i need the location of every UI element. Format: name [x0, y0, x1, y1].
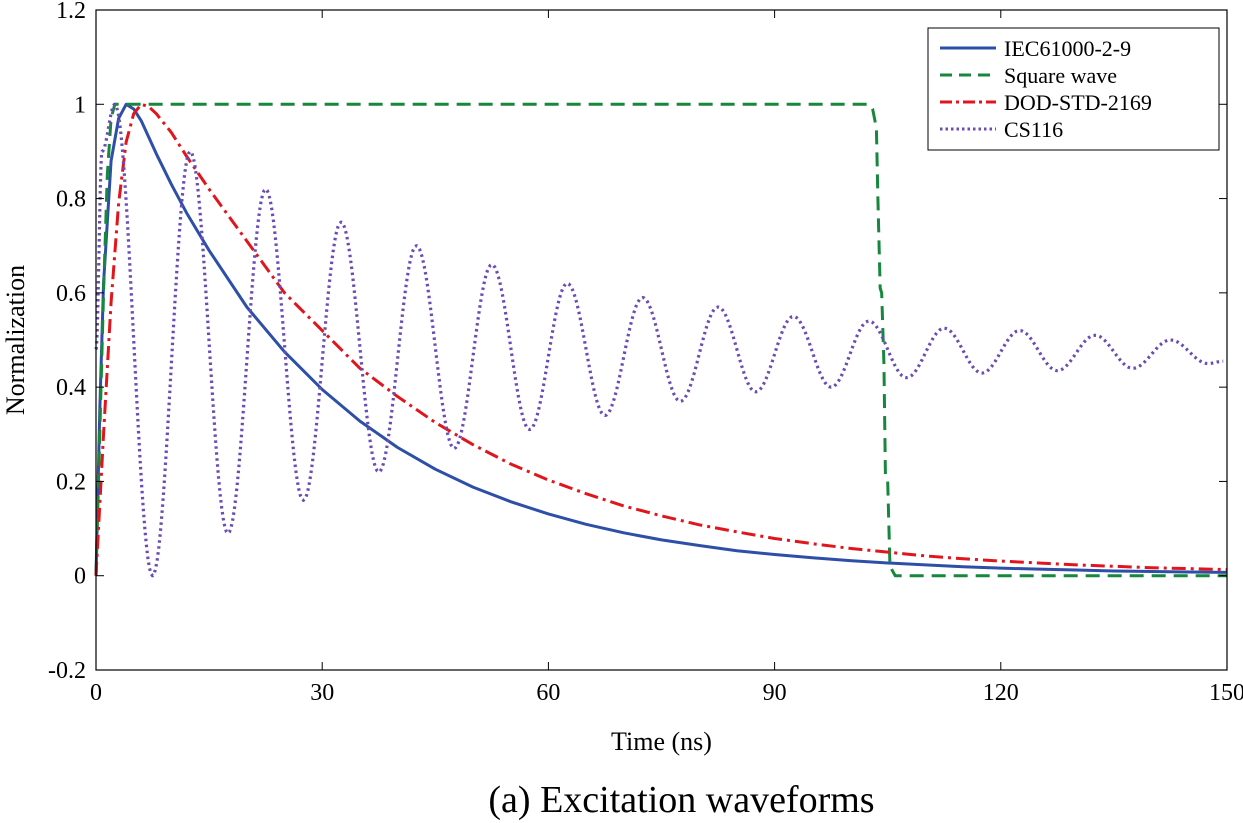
y-axis-title: Normalization: [1, 265, 30, 415]
y-tick-label: 0.6: [56, 281, 86, 307]
plot-frame: [95, 9, 1228, 671]
x-tick-label: 120: [983, 680, 1019, 706]
y-tick-label: 0.4: [56, 375, 86, 401]
series-line-square-wave: [94, 102, 1227, 578]
x-tick-label: 150: [1209, 680, 1243, 706]
legend-label: CS116: [1004, 117, 1063, 142]
x-tick-label: 30: [310, 680, 334, 706]
y-tick-label: 1.2: [56, 0, 86, 24]
legend-label: IEC61000-2-9: [1004, 36, 1131, 61]
series-line-iec61000-2-9: [94, 102, 1228, 576]
series-line-dod-std-2169: [94, 102, 1228, 576]
y-tick-label: 0.2: [56, 469, 86, 495]
y-tick-label: 0: [74, 564, 86, 590]
y-tick-label: -0.2: [48, 658, 86, 684]
x-tick-label: 60: [536, 680, 560, 706]
y-tick-label: 0.8: [56, 187, 86, 213]
figure-caption: (a) Excitation waveforms: [488, 779, 874, 821]
series-line-cs116: [94, 102, 1225, 578]
plot-lines: [94, 102, 1228, 578]
y-tick-label: 1: [74, 92, 86, 118]
legend-label: DOD-STD-2169: [1004, 90, 1152, 115]
x-tick-label: 0: [90, 680, 102, 706]
axis-ticks: 0 30 60 90 120 150-0.200.20.40.60.811.2: [48, 0, 1243, 706]
x-tick-label: 90: [763, 680, 787, 706]
x-axis-title: Time (ns): [611, 727, 712, 756]
legend-label: Square wave: [1004, 63, 1117, 88]
